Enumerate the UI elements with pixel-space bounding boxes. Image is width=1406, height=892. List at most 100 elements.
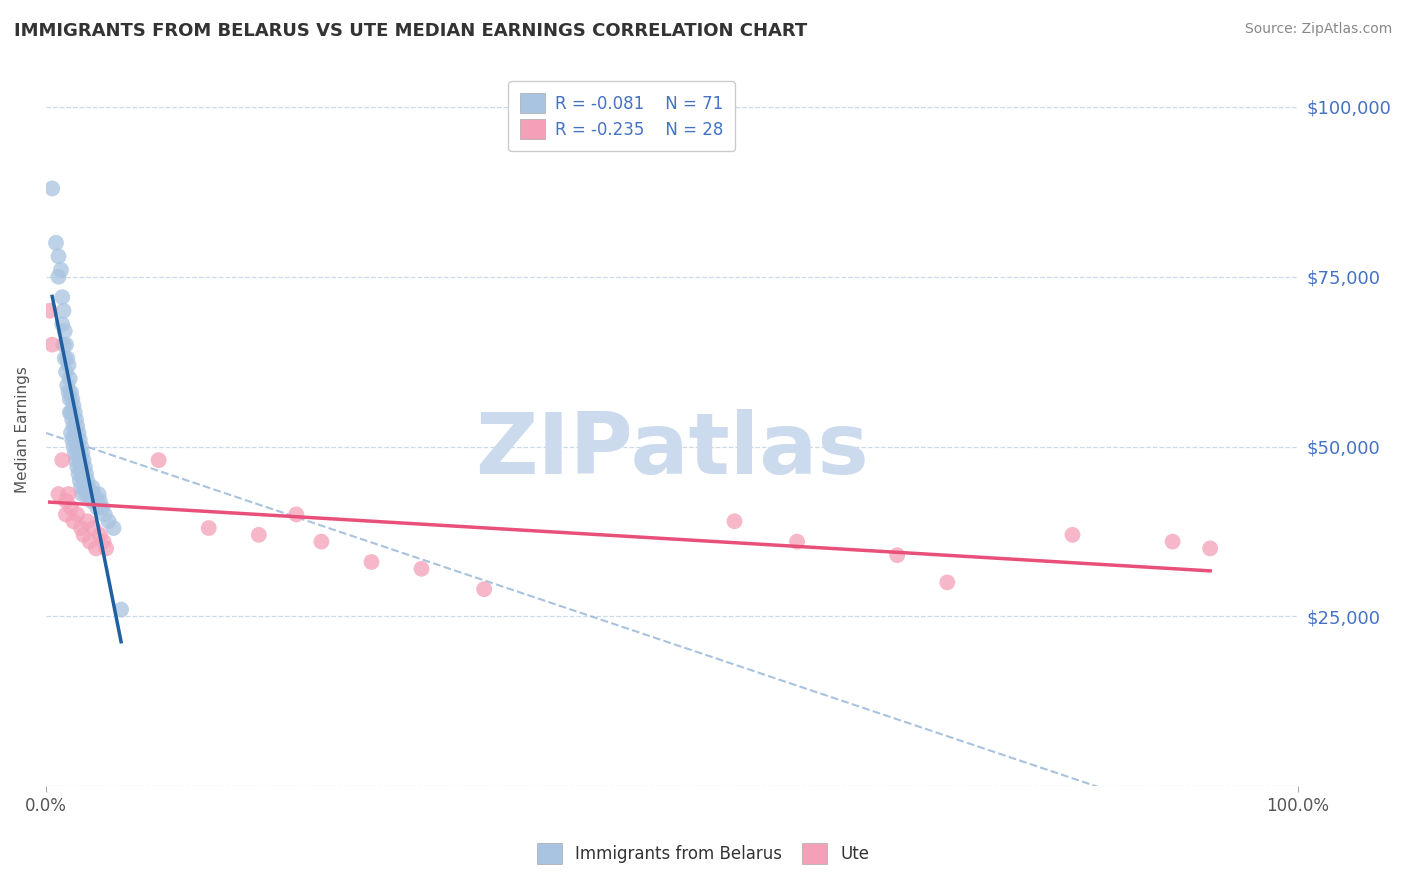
Point [93,534,115,549]
Point [60,425,83,440]
Point [77,480,100,494]
Point [786,534,808,549]
Point [67,425,90,440]
Point [48,269,70,284]
Point [60,412,83,426]
Point [86,500,108,515]
Point [1199,541,1222,556]
Point [51,318,73,332]
Point [52,303,75,318]
Point [886,548,908,562]
Point [360,555,382,569]
Point [62,399,84,413]
Point [472,582,495,597]
Text: ZIPatlas: ZIPatlas [475,409,869,492]
Point [72,528,94,542]
Point [51,453,73,467]
Point [48,249,70,263]
Point [82,480,104,494]
Point [936,575,959,590]
Point [41,181,63,195]
Point [60,392,83,406]
Point [72,487,94,501]
Point [247,528,270,542]
Point [110,602,132,616]
Point [94,541,117,556]
Point [63,406,86,420]
Point [62,419,84,434]
Point [60,433,83,447]
Point [94,508,117,522]
Point [83,487,105,501]
Point [55,337,77,351]
Point [60,406,83,420]
Point [411,562,433,576]
Point [56,378,79,392]
Point [53,324,76,338]
Point [89,494,111,508]
Point [69,453,91,467]
Text: Source: ZipAtlas.com: Source: ZipAtlas.com [1244,22,1392,37]
Point [84,541,107,556]
Point [73,459,96,474]
Legend: Immigrants from Belarus, Ute: Immigrants from Belarus, Ute [530,837,876,871]
Point [67,446,90,460]
Point [72,474,94,488]
Point [75,467,97,481]
Point [79,534,101,549]
Point [65,433,87,447]
Point [103,521,125,535]
Point [91,500,114,515]
Point [70,521,93,535]
Point [58,487,80,501]
Point [69,474,91,488]
Point [148,453,170,467]
Point [62,514,84,528]
Point [75,487,97,501]
Point [55,508,77,522]
Point [723,514,745,528]
Point [1161,534,1184,549]
Y-axis label: Median Earnings: Median Earnings [15,366,30,493]
Point [76,474,98,488]
Point [41,337,63,351]
Point [59,406,82,420]
Point [197,521,219,535]
Point [76,514,98,528]
Point [60,385,83,400]
Point [66,440,89,454]
Point [83,521,105,535]
Point [56,351,79,366]
Text: IMMIGRANTS FROM BELARUS VS UTE MEDIAN EARNINGS CORRELATION CHART: IMMIGRANTS FROM BELARUS VS UTE MEDIAN EA… [14,22,807,40]
Point [38,303,60,318]
Point [72,453,94,467]
Point [65,412,87,426]
Point [89,528,111,542]
Point [45,235,67,250]
Point [285,508,308,522]
Point [63,425,86,440]
Point [49,263,72,277]
Point [48,487,70,501]
Point [59,371,82,385]
Point [59,392,82,406]
Point [79,487,101,501]
Point [87,487,110,501]
Point [51,290,73,304]
Point [55,365,77,379]
Point [72,446,94,460]
Point [67,467,90,481]
Point [62,440,84,454]
Point [70,459,93,474]
Point [58,385,80,400]
Point [97,514,120,528]
Point [66,508,89,522]
Point [63,446,86,460]
Point [58,358,80,372]
Point [80,494,103,508]
Point [73,480,96,494]
Legend: R = -0.081    N = 71, R = -0.235    N = 28: R = -0.081 N = 71, R = -0.235 N = 28 [509,81,735,151]
Point [52,337,75,351]
Point [66,459,89,474]
Point [72,467,94,481]
